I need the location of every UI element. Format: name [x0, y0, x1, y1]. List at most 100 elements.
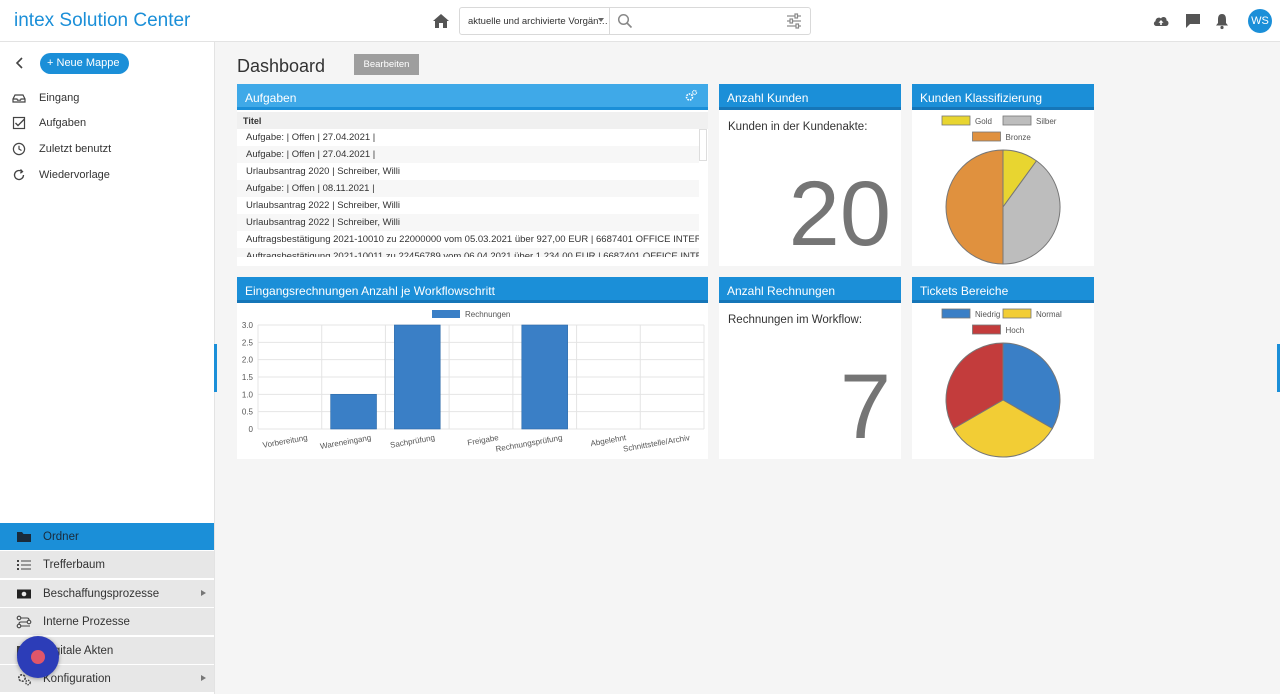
sidebar-item-trefferbaum[interactable]: Trefferbaum: [0, 550, 214, 578]
sidebar-item-zuletzt-benutzt[interactable]: Zuletzt benutzt: [0, 137, 214, 161]
bar: [521, 324, 568, 430]
sidebar-item-label: Beschaffungsprozesse: [43, 588, 160, 600]
search-icon[interactable]: [617, 13, 633, 29]
tickets-areas-widget: Tickets Bereiche Niedrig Normal Hoch: [912, 277, 1094, 459]
legend-label: Niedrig: [975, 310, 1000, 319]
legend-swatch: [1002, 308, 1032, 319]
right-panel-handle[interactable]: [1277, 344, 1280, 392]
edit-button[interactable]: Bearbeiten: [354, 54, 419, 75]
y-tick-label: 0: [249, 425, 254, 434]
widget-title: Eingangsrechnungen Anzahl je Workflowsch…: [237, 277, 708, 303]
tasks-widget: Aufgaben Titel Aufgabe: | Offen | 27.04.…: [237, 84, 708, 266]
y-tick-label: 0.5: [242, 408, 254, 417]
sidebar-item-label: Ordner: [43, 531, 79, 543]
sidebar-resize-handle[interactable]: [214, 344, 217, 392]
y-tick-label: 3.0: [242, 321, 254, 330]
x-tick-label: Sachprüfung: [389, 433, 435, 450]
sidebar-item-label: Interne Prozesse: [43, 616, 130, 628]
bar: [330, 394, 377, 430]
sidebar-item-label: Zuletzt benutzt: [39, 143, 112, 155]
bar: [394, 324, 441, 430]
kpi-label: Kunden in der Kundenakte:: [728, 121, 868, 133]
legend-swatch: [432, 310, 460, 318]
pie-slice: [1002, 342, 1061, 430]
legend-swatch: [972, 324, 1001, 335]
sidebar-item-wiedervorlage[interactable]: Wiedervorlage: [0, 163, 214, 187]
legend-label: Bronze: [1006, 133, 1032, 142]
cloud-upload-icon[interactable]: [1152, 12, 1170, 30]
table-row[interactable]: Aufgabe: | Offen | 27.04.2021 |: [246, 132, 376, 143]
invoice-workflow-bar-chart: Rechnungen 3.0 2.5 2.0 1.5 1.0 0.5 0 Vorbereitun…: [242, 310, 705, 454]
search-scope-value: aktuelle und archivierte Vorgän…: [468, 16, 608, 27]
sidebar-item-label: Konfiguration: [43, 673, 111, 685]
table-row[interactable]: Urlaubsantrag 2020 | Schreiber, Willi: [246, 166, 401, 177]
sidebar-item-interne-prozesse[interactable]: Interne Prozesse: [0, 607, 214, 635]
legend-swatch: [941, 308, 971, 319]
pie-slice: [945, 342, 1004, 430]
widget-title: Anzahl Kunden: [719, 84, 901, 110]
caret-right-icon: [201, 675, 206, 681]
table-row[interactable]: Urlaubsantrag 2022 | Schreiber, Willi: [246, 200, 401, 211]
caret-right-icon: [201, 590, 206, 596]
search-scope-select[interactable]: aktuelle und archivierte Vorgän…: [460, 8, 610, 34]
home-icon[interactable]: [432, 13, 450, 29]
widget-title: Kunden Klassifizierung: [912, 84, 1094, 110]
new-folder-button[interactable]: + Neue Mappe: [40, 53, 129, 74]
widget-title: Anzahl Rechnungen: [719, 277, 901, 303]
sidebar-item-label: Wiedervorlage: [39, 169, 110, 181]
tasks-widget-header: Aufgaben: [237, 84, 708, 110]
user-avatar[interactable]: WS: [1248, 9, 1272, 33]
clock-icon: [12, 142, 26, 156]
invoice-workflow-widget: Eingangsrechnungen Anzahl je Workflowsch…: [237, 277, 708, 459]
page-title: Dashboard: [237, 56, 326, 76]
customers-count-widget: Anzahl Kunden Kunden in der Kundenakte: …: [719, 84, 901, 266]
sidebar-item-label: Digitale Akten: [43, 645, 114, 657]
table-row[interactable]: Auftragsbestätigung 2021-10010 zu 220000…: [246, 234, 699, 245]
filter-settings-icon[interactable]: [786, 13, 802, 29]
sidebar-item-label: Trefferbaum: [43, 559, 105, 571]
chat-icon[interactable]: [1184, 12, 1202, 30]
app-title[interactable]: intex Solution Center: [14, 10, 191, 31]
sidebar-item-aufgaben[interactable]: Aufgaben: [0, 111, 214, 135]
legend-label: Gold: [975, 117, 992, 126]
record-dot-icon: [31, 650, 45, 664]
plus-icon: +: [47, 57, 54, 69]
kpi-value: 20: [788, 163, 891, 265]
caret-down-icon: [598, 18, 604, 22]
legend-label: Silber: [1036, 117, 1057, 126]
process-icon: [16, 615, 32, 629]
list-icon: [17, 560, 31, 570]
inbox-icon: [12, 94, 26, 103]
x-tick-label: Schnittstelle/Archiv: [622, 433, 690, 454]
search-input[interactable]: [638, 11, 778, 31]
widget-title: Tickets Bereiche: [912, 277, 1094, 303]
folder-icon: [17, 532, 31, 542]
legend-label: Hoch: [1006, 326, 1025, 335]
table-row[interactable]: Aufgabe: | Offen | 08.11.2021 |: [237, 180, 699, 197]
y-tick-label: 2.5: [242, 338, 254, 347]
table-row[interactable]: Auftragsbestätigung 2021-10011 zu 224567…: [237, 248, 699, 257]
top-bar: intex Solution Center aktuelle und archi…: [0, 0, 1280, 42]
bell-icon[interactable]: [1213, 12, 1231, 30]
pie-slice: [952, 399, 1054, 458]
legend-swatch: [1002, 115, 1032, 126]
chevron-left-icon[interactable]: [13, 56, 27, 70]
checkbox-icon: [12, 116, 26, 130]
table-row[interactable]: Aufgabe: | Offen | 27.04.2021 |: [237, 146, 699, 163]
tickets-areas-pie-chart: Niedrig Normal Hoch: [941, 308, 1062, 458]
customer-classification-pie-chart: Gold Silber Bronze: [941, 115, 1061, 265]
gear-icon: [17, 673, 31, 686]
x-tick-label: Rechnungsprüfung: [495, 433, 563, 454]
money-icon: [17, 589, 31, 599]
table-row[interactable]: Urlaubsantrag 2022 | Schreiber, Willi: [237, 214, 699, 231]
pie-slice: [1002, 160, 1061, 265]
new-folder-label: Neue Mappe: [56, 57, 120, 69]
sidebar-item-eingang[interactable]: Eingang: [0, 86, 214, 110]
gear-icon[interactable]: [684, 89, 698, 103]
sidebar-item-beschaffungsprozesse[interactable]: Beschaffungsprozesse: [0, 579, 214, 607]
floating-action-button[interactable]: [17, 636, 59, 678]
sidebar-item-ordner[interactable]: Ordner: [0, 522, 214, 550]
column-header[interactable]: Titel: [237, 112, 708, 129]
invoices-count-widget: Anzahl Rechnungen Rechnungen im Workflow…: [719, 277, 901, 459]
vertical-scrollbar[interactable]: [699, 129, 707, 161]
